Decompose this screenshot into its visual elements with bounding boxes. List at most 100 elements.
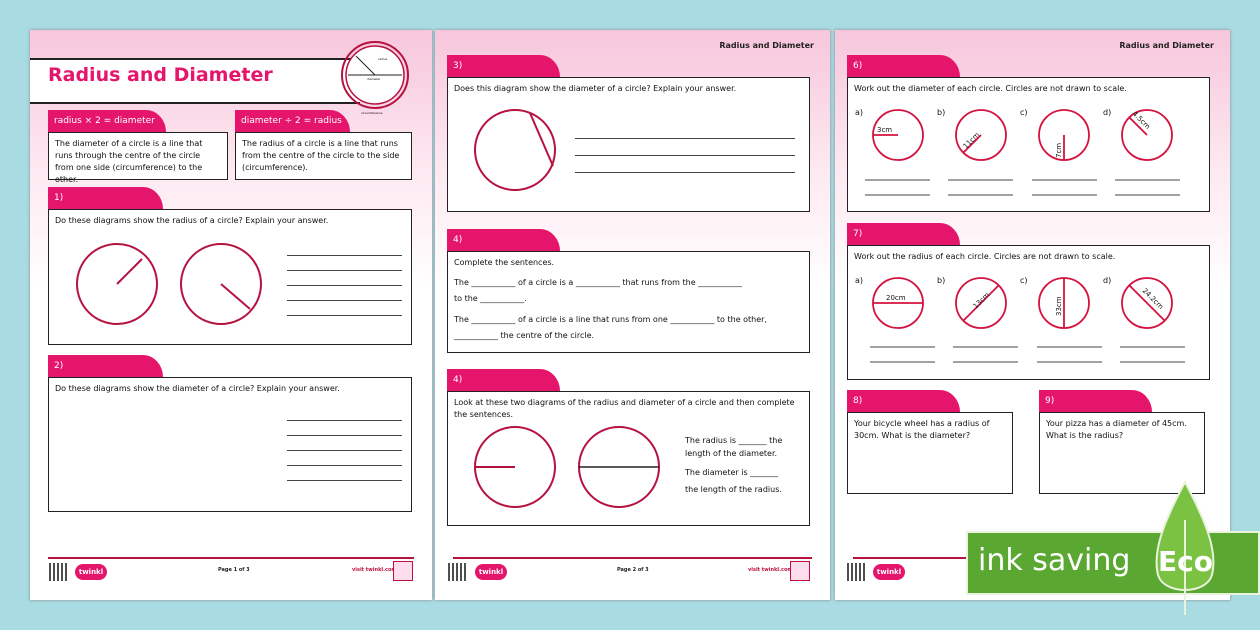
page-title: Radius and Diameter [48,64,273,86]
item-letter: d) [1103,108,1111,117]
eco-label: Eco [1158,545,1213,578]
twinkl-logo: twinkl [873,564,905,580]
circle [1121,277,1173,329]
question-5-box: Look at these two diagrams of the radius… [447,391,810,526]
page2-circles [474,109,660,508]
answer-line[interactable] [287,435,402,436]
qr-code-icon [448,563,466,581]
question-9-text: Your pizza has a diameter of 45cm. What … [1046,419,1187,440]
twinkl-logo: twinkl [75,564,107,580]
q4-sentence-1a: The ___________ of a circle is a _______… [454,278,743,287]
question-6-box: Work out the diameter of each circle. Ci… [847,77,1210,212]
q4-sentence-1b: to the ___________. [454,294,527,303]
answer-line[interactable] [575,172,795,173]
question-6-tab: 6) [847,55,960,77]
answer-line[interactable] [287,255,402,256]
question-5-text: Look at these two diagrams of the radius… [454,398,795,419]
measurement-label: 33cm [1055,296,1063,316]
quality-badge-icon [393,561,413,581]
question-2-text: Do these diagrams show the diameter of a… [55,384,340,393]
question-3-text: Does this diagram show the diameter of a… [454,84,737,93]
question-2-tab: 2) [48,355,163,377]
radius-line [220,283,251,310]
radius-label: radius [378,57,388,61]
question-8-box: Your bicycle wheel has a radius of 30cm.… [847,412,1013,494]
item-letter: d) [1103,276,1111,285]
question-6-text: Work out the diameter of each circle. Ci… [854,84,1127,93]
answer-line[interactable] [575,155,795,156]
quality-badge-icon [790,561,810,581]
q4-sentence-2b: ___________ the centre of the circle. [454,331,595,340]
measurement-label: 20cm [886,294,906,302]
measurement-label: 3cm [877,126,892,134]
circle [180,243,262,325]
item-letter: a) [855,108,863,117]
item-letter: b) [937,108,945,117]
worksheet-page-1: Radius and Diameter radius diameter circ… [30,30,432,600]
answer-line[interactable] [287,450,402,451]
qr-code-icon [49,563,67,581]
footer-divider [453,557,812,559]
circle [955,109,1007,161]
answer-line[interactable] [287,300,402,301]
item-letter: c) [1020,108,1028,117]
title-bar [30,58,360,104]
worksheet-page-3: Radius and Diameter 6) Work out the diam… [835,30,1230,600]
answer-line[interactable] [287,420,402,421]
question-8-tab: 8) [847,390,960,412]
question-9-tab: 9) [1039,390,1152,412]
q5-sentence-1a: The radius is _______ the [685,436,783,445]
question-7-box: Work out the radius of each circle. Circ… [847,245,1210,380]
answer-line[interactable] [287,285,402,286]
worksheet-page-2: Radius and Diameter 3) Does this diagram… [435,30,830,600]
page-number: Page 2 of 3 [617,567,649,573]
circle-diagram-icon: radius diameter circumference [341,41,409,115]
eco-badge-text: ink saving [978,543,1131,578]
answer-line[interactable] [287,315,402,316]
question-3-tab: 3) [447,55,560,77]
answer-line[interactable] [287,270,402,271]
question-1-text: Do these diagrams show the radius of a c… [55,216,329,225]
qr-code-icon [847,563,865,581]
item-letter: a) [855,276,863,285]
page-number: Page 1 of 3 [218,567,250,573]
circle [1121,109,1173,161]
circumference-label: circumference [361,111,383,115]
question-9-box: Your pizza has a diameter of 45cm. What … [1039,412,1205,494]
page-header: Radius and Diameter [1119,41,1214,50]
fact-tab-2: diameter ÷ 2 = radius [235,110,350,132]
question-7-text: Work out the radius of each circle. Circ… [854,252,1116,261]
q5-sentence-2a: The diameter is _______ [685,468,779,477]
measurement-label: 4.5cm [1131,110,1152,131]
circle [76,243,158,325]
diameter-line [529,112,554,167]
q4-intro: Complete the sentences. [454,258,555,267]
fact-box-1: The diameter of a circle is a line that … [48,132,228,184]
measurement-label: 11cm [962,131,982,151]
answer-line[interactable] [287,465,402,466]
circle [474,109,556,191]
measurement-label: 7cm [1055,143,1063,158]
circle [955,277,1007,329]
diameter-label: diameter [367,77,381,81]
answer-line[interactable] [287,480,402,481]
question-5-tab: 4) [447,369,560,391]
item-letter: c) [1020,276,1028,285]
item-letter: b) [937,276,945,285]
fact-tab-1: radius × 2 = diameter [48,110,166,132]
visit-link[interactable]: visit twinkl.com [352,567,397,573]
question-4-box: Complete the sentences. The ___________ … [447,251,810,353]
fact-box-2: The radius of a circle is a line that ru… [235,132,412,180]
answer-line[interactable] [575,138,795,139]
question-2-box: Do these diagrams show the diameter of a… [48,377,412,512]
question-1-tab: 1) [48,187,163,209]
question-7-tab: 7) [847,223,960,245]
page-header: Radius and Diameter [719,41,814,50]
q5-sentence-1b: length of the diameter. [685,449,778,458]
leaf-icon [1155,479,1215,615]
visit-link[interactable]: visit twinkl.com [748,567,793,573]
twinkl-logo: twinkl [475,564,507,580]
q5-sentence-2b: the length of the radius. [685,485,782,494]
measurement-label: 24.2cm [1141,287,1165,311]
question-4-tab: 4) [447,229,560,251]
